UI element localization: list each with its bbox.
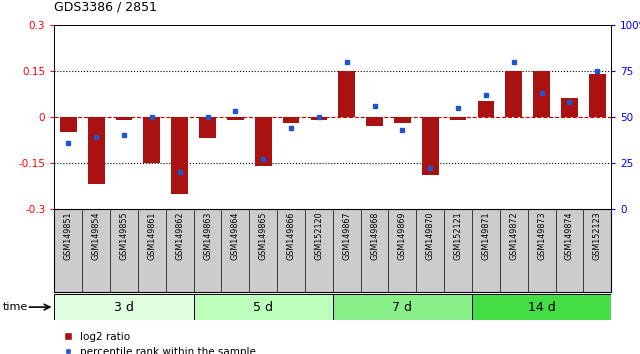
- Text: GSM149873: GSM149873: [537, 211, 546, 260]
- Text: GSM149864: GSM149864: [231, 211, 240, 260]
- FancyBboxPatch shape: [333, 294, 472, 320]
- Text: GDS3386 / 2851: GDS3386 / 2851: [54, 1, 157, 13]
- Bar: [255, 117, 271, 166]
- Bar: [172, 117, 188, 194]
- Bar: [450, 117, 467, 120]
- FancyBboxPatch shape: [54, 294, 194, 320]
- Text: GSM149866: GSM149866: [287, 211, 296, 260]
- Bar: [561, 98, 578, 117]
- Bar: [339, 71, 355, 117]
- FancyBboxPatch shape: [194, 294, 333, 320]
- Text: GSM152121: GSM152121: [454, 211, 463, 260]
- Text: GSM149865: GSM149865: [259, 211, 268, 260]
- Text: GSM149872: GSM149872: [509, 211, 518, 260]
- Text: GSM149871: GSM149871: [481, 211, 490, 260]
- Bar: [199, 117, 216, 138]
- Text: GSM149854: GSM149854: [92, 211, 100, 260]
- Bar: [60, 117, 77, 132]
- Text: GSM149870: GSM149870: [426, 211, 435, 260]
- Text: 5 d: 5 d: [253, 301, 273, 314]
- Bar: [88, 117, 104, 184]
- Bar: [143, 117, 160, 163]
- Text: 14 d: 14 d: [528, 301, 556, 314]
- Text: GSM152123: GSM152123: [593, 211, 602, 260]
- Bar: [310, 117, 327, 120]
- Text: GSM149861: GSM149861: [147, 211, 156, 260]
- Text: GSM149867: GSM149867: [342, 211, 351, 260]
- Bar: [116, 117, 132, 120]
- Bar: [506, 71, 522, 117]
- Text: 3 d: 3 d: [114, 301, 134, 314]
- Text: GSM149862: GSM149862: [175, 211, 184, 260]
- Legend: log2 ratio, percentile rank within the sample: log2 ratio, percentile rank within the s…: [60, 327, 260, 354]
- Bar: [422, 117, 438, 175]
- FancyBboxPatch shape: [472, 294, 611, 320]
- Bar: [366, 117, 383, 126]
- Text: GSM149863: GSM149863: [203, 211, 212, 260]
- Text: 7 d: 7 d: [392, 301, 412, 314]
- Bar: [227, 117, 244, 120]
- Bar: [533, 71, 550, 117]
- Bar: [477, 102, 494, 117]
- Text: GSM152120: GSM152120: [314, 211, 323, 260]
- Text: GSM149869: GSM149869: [398, 211, 407, 260]
- Text: GSM149855: GSM149855: [120, 211, 129, 260]
- Text: GSM149851: GSM149851: [64, 211, 73, 260]
- Bar: [589, 74, 605, 117]
- Bar: [283, 117, 300, 123]
- Bar: [394, 117, 411, 123]
- Text: GSM149868: GSM149868: [370, 211, 379, 260]
- Text: GSM149874: GSM149874: [565, 211, 574, 260]
- Text: time: time: [3, 302, 28, 312]
